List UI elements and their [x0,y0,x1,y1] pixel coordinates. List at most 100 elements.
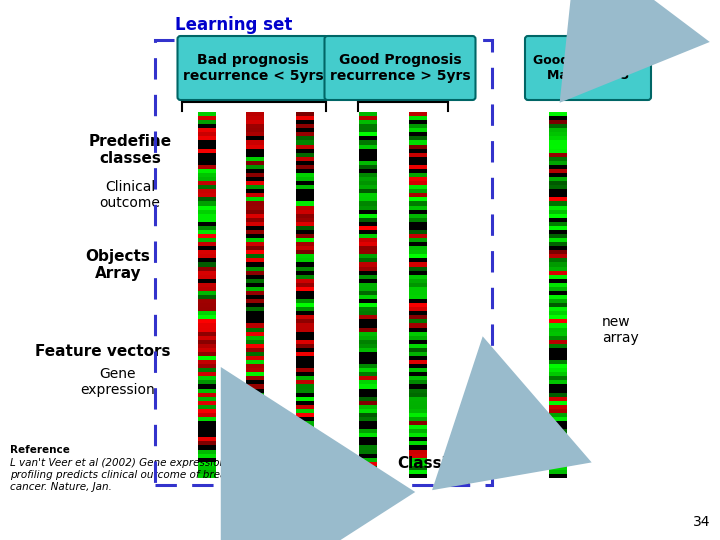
Text: Good Prognosis
recurrence > 5yrs: Good Prognosis recurrence > 5yrs [330,53,470,83]
Bar [359,421,377,425]
Bar [246,433,264,437]
Bar [246,392,264,397]
Bar [549,144,567,148]
Bar [296,474,314,478]
Bar [359,363,377,368]
Bar [549,339,567,344]
Bar [549,148,567,153]
Bar [198,429,216,433]
Bar [359,465,377,470]
Bar [409,193,427,198]
Bar [296,429,314,433]
Bar [198,388,216,393]
Bar [549,465,567,470]
Bar [198,116,216,120]
Bar [409,233,427,238]
Text: Objects
Array: Objects Array [86,249,150,281]
Bar [549,376,567,380]
Bar [409,416,427,421]
Bar [246,262,264,267]
Bar [409,209,427,214]
Bar [246,197,264,201]
Bar [296,111,314,116]
Bar [549,347,567,352]
Bar [359,327,377,332]
Bar [549,323,567,328]
Bar [359,323,377,328]
Bar [549,384,567,389]
Bar [549,388,567,393]
Bar [409,262,427,267]
Bar [549,360,567,364]
Text: Feature vectors: Feature vectors [35,345,171,360]
Bar [409,241,427,246]
Bar [296,388,314,393]
Bar [359,270,377,275]
Bar [409,310,427,315]
Bar [296,310,314,315]
Bar [409,270,427,275]
Bar [359,213,377,218]
Bar [198,172,216,177]
Bar [409,148,427,153]
Bar [296,156,314,161]
Bar [198,327,216,332]
Bar [296,193,314,198]
Bar [409,160,427,165]
Bar [549,380,567,384]
Bar [359,469,377,474]
Bar [246,278,264,283]
Bar [549,152,567,157]
Bar [359,437,377,441]
Bar [246,474,264,478]
Bar [549,445,567,449]
Bar [246,465,264,470]
Bar [246,230,264,234]
Bar [198,461,216,466]
Bar [359,217,377,222]
Bar [549,331,567,336]
Bar [549,355,567,360]
Bar [549,233,567,238]
Bar [198,469,216,474]
Bar [359,384,377,389]
Bar [198,144,216,148]
Bar [296,335,314,340]
Bar [246,307,264,311]
Bar [549,372,567,376]
Bar [296,172,314,177]
Bar [296,400,314,405]
Bar [409,424,427,429]
Bar [198,205,216,210]
Bar [246,254,264,259]
Bar [246,201,264,206]
Bar [359,233,377,238]
Bar [198,413,216,417]
Bar [359,262,377,267]
Bar [198,152,216,157]
Bar [409,201,427,206]
Bar [296,343,314,348]
Bar [359,380,377,384]
Bar [246,286,264,291]
Bar [549,221,567,226]
Bar [246,355,264,360]
Bar [409,197,427,201]
Bar [409,185,427,189]
Bar [549,282,567,287]
Bar [296,445,314,449]
Bar [198,136,216,140]
Bar [549,457,567,462]
Text: Clinical
outcome: Clinical outcome [99,180,161,210]
Bar [198,213,216,218]
Bar [198,343,216,348]
Bar [359,225,377,230]
Bar [409,437,427,441]
Bar [246,441,264,446]
Bar [246,152,264,157]
Bar [549,241,567,246]
Bar [296,254,314,259]
Bar [359,372,377,376]
Bar [296,380,314,384]
Bar [246,213,264,218]
